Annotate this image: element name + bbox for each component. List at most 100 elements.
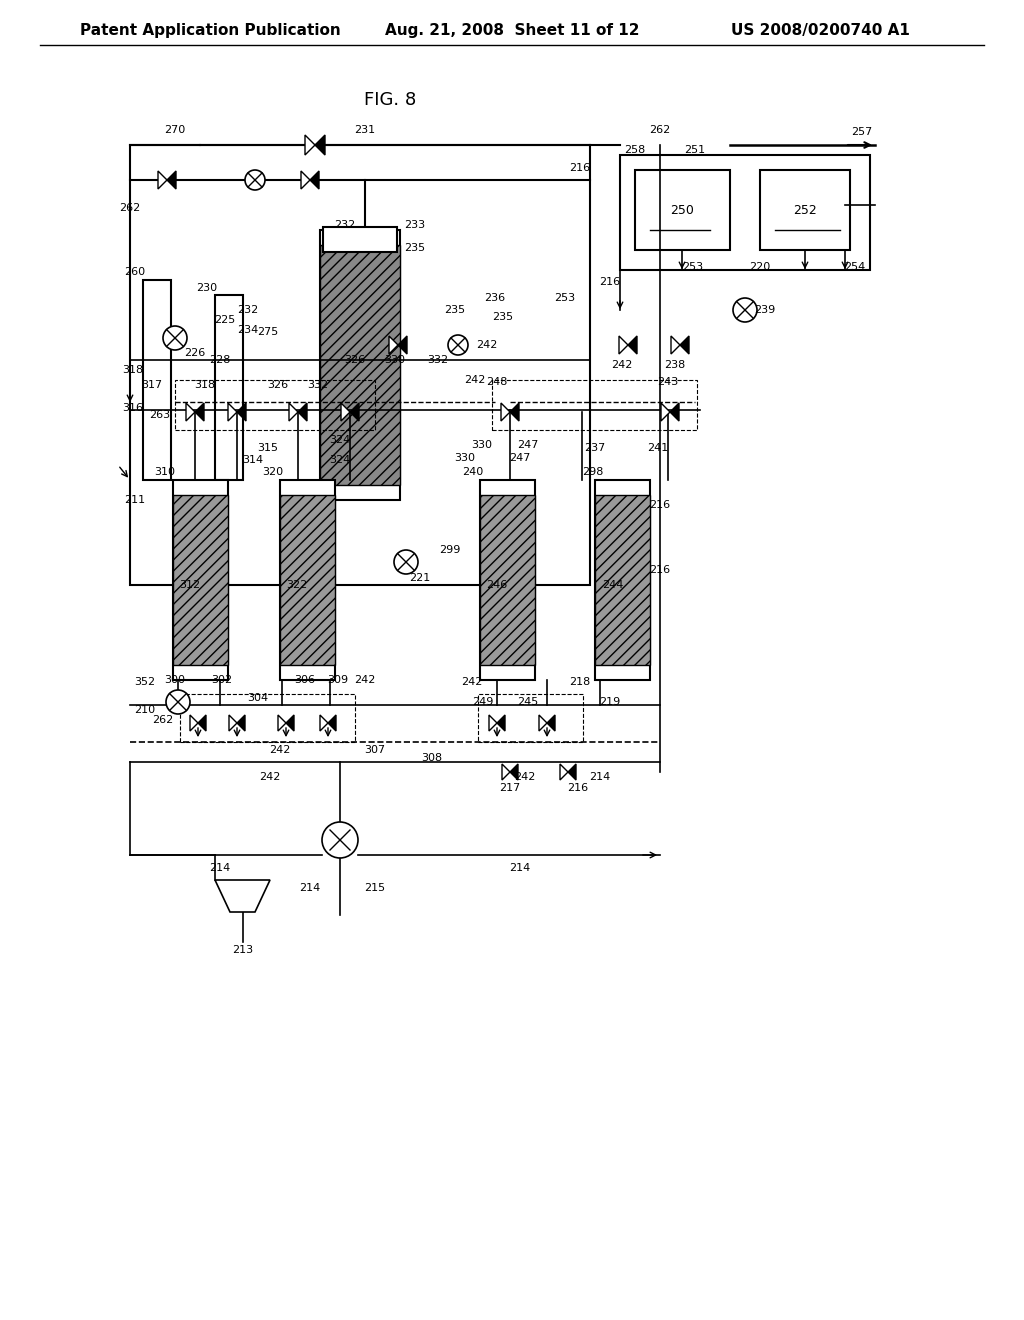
Polygon shape xyxy=(497,715,505,731)
Bar xyxy=(478,694,583,742)
Text: 211: 211 xyxy=(125,495,145,506)
Text: 322: 322 xyxy=(287,579,307,590)
Text: 235: 235 xyxy=(444,305,466,315)
Text: 242: 242 xyxy=(354,675,376,685)
Text: 210: 210 xyxy=(134,705,156,715)
Bar xyxy=(319,230,400,500)
Polygon shape xyxy=(489,715,497,731)
Text: 214: 214 xyxy=(509,863,530,873)
Text: 310: 310 xyxy=(155,467,175,477)
Bar xyxy=(620,154,870,271)
Bar xyxy=(280,495,335,665)
Polygon shape xyxy=(301,172,310,189)
Polygon shape xyxy=(389,337,398,354)
Text: 317: 317 xyxy=(141,380,163,389)
Polygon shape xyxy=(341,403,350,421)
Bar xyxy=(480,495,535,665)
Bar xyxy=(635,170,730,249)
Text: 242: 242 xyxy=(269,744,291,755)
Polygon shape xyxy=(618,337,628,354)
Text: 242: 242 xyxy=(259,772,281,781)
Text: 216: 216 xyxy=(649,565,671,576)
Text: 247: 247 xyxy=(509,453,530,463)
Text: 307: 307 xyxy=(365,744,386,755)
Text: 234: 234 xyxy=(238,325,259,335)
Bar xyxy=(215,294,243,480)
Text: 262: 262 xyxy=(120,203,140,213)
Polygon shape xyxy=(328,715,336,731)
Text: 216: 216 xyxy=(569,162,591,173)
Text: 302: 302 xyxy=(211,675,232,685)
Bar xyxy=(175,380,375,430)
Polygon shape xyxy=(510,764,518,780)
Polygon shape xyxy=(278,715,286,731)
Text: 315: 315 xyxy=(257,444,279,453)
Text: 258: 258 xyxy=(625,145,645,154)
Circle shape xyxy=(449,335,468,355)
Text: 332: 332 xyxy=(307,380,329,389)
Text: 235: 235 xyxy=(493,312,514,322)
Polygon shape xyxy=(286,715,294,731)
Polygon shape xyxy=(305,135,315,154)
Circle shape xyxy=(322,822,358,858)
Bar xyxy=(173,495,228,665)
Text: 252: 252 xyxy=(794,203,817,216)
Text: 242: 242 xyxy=(464,375,485,385)
Text: 304: 304 xyxy=(248,693,268,704)
Polygon shape xyxy=(502,764,510,780)
Polygon shape xyxy=(237,715,245,731)
Text: 314: 314 xyxy=(243,455,263,465)
Text: 235: 235 xyxy=(404,243,426,253)
Text: 263: 263 xyxy=(150,411,171,420)
Text: 221: 221 xyxy=(410,573,431,583)
Text: 239: 239 xyxy=(755,305,775,315)
Text: 231: 231 xyxy=(354,125,376,135)
Text: 262: 262 xyxy=(649,125,671,135)
Circle shape xyxy=(394,550,418,574)
Text: 299: 299 xyxy=(439,545,461,554)
Text: 215: 215 xyxy=(365,883,386,894)
Text: US 2008/0200740 A1: US 2008/0200740 A1 xyxy=(730,22,909,37)
Text: 260: 260 xyxy=(125,267,145,277)
Text: 213: 213 xyxy=(232,945,254,954)
Text: 233: 233 xyxy=(404,220,426,230)
Polygon shape xyxy=(186,403,195,421)
Text: 236: 236 xyxy=(484,293,506,304)
Text: 352: 352 xyxy=(134,677,156,686)
Text: 241: 241 xyxy=(647,444,669,453)
Bar xyxy=(595,480,650,680)
Text: 253: 253 xyxy=(554,293,575,304)
Text: 312: 312 xyxy=(179,579,201,590)
Polygon shape xyxy=(229,715,237,731)
Text: Aug. 21, 2008  Sheet 11 of 12: Aug. 21, 2008 Sheet 11 of 12 xyxy=(385,22,639,37)
Polygon shape xyxy=(568,764,575,780)
Text: Patent Application Publication: Patent Application Publication xyxy=(80,22,340,37)
Polygon shape xyxy=(680,337,689,354)
Text: 320: 320 xyxy=(262,467,284,477)
Text: 275: 275 xyxy=(257,327,279,337)
Text: 240: 240 xyxy=(463,467,483,477)
Polygon shape xyxy=(228,403,237,421)
Text: 330: 330 xyxy=(384,355,406,366)
Bar xyxy=(173,480,228,680)
Text: 245: 245 xyxy=(517,697,539,708)
Polygon shape xyxy=(298,403,307,421)
Text: 254: 254 xyxy=(845,261,865,272)
Bar xyxy=(480,480,535,680)
Text: 262: 262 xyxy=(153,715,174,725)
Polygon shape xyxy=(560,764,568,780)
Bar xyxy=(130,145,590,585)
Circle shape xyxy=(166,690,190,714)
Text: 300: 300 xyxy=(165,675,185,685)
Polygon shape xyxy=(501,403,510,421)
Text: 316: 316 xyxy=(123,403,143,413)
Text: 220: 220 xyxy=(750,261,771,272)
Text: 326: 326 xyxy=(267,380,289,389)
Polygon shape xyxy=(547,715,555,731)
Text: 217: 217 xyxy=(500,783,520,793)
Text: 214: 214 xyxy=(590,772,610,781)
Text: 330: 330 xyxy=(471,440,493,450)
Bar xyxy=(492,380,697,430)
Bar xyxy=(319,246,400,484)
Text: 318: 318 xyxy=(123,366,143,375)
